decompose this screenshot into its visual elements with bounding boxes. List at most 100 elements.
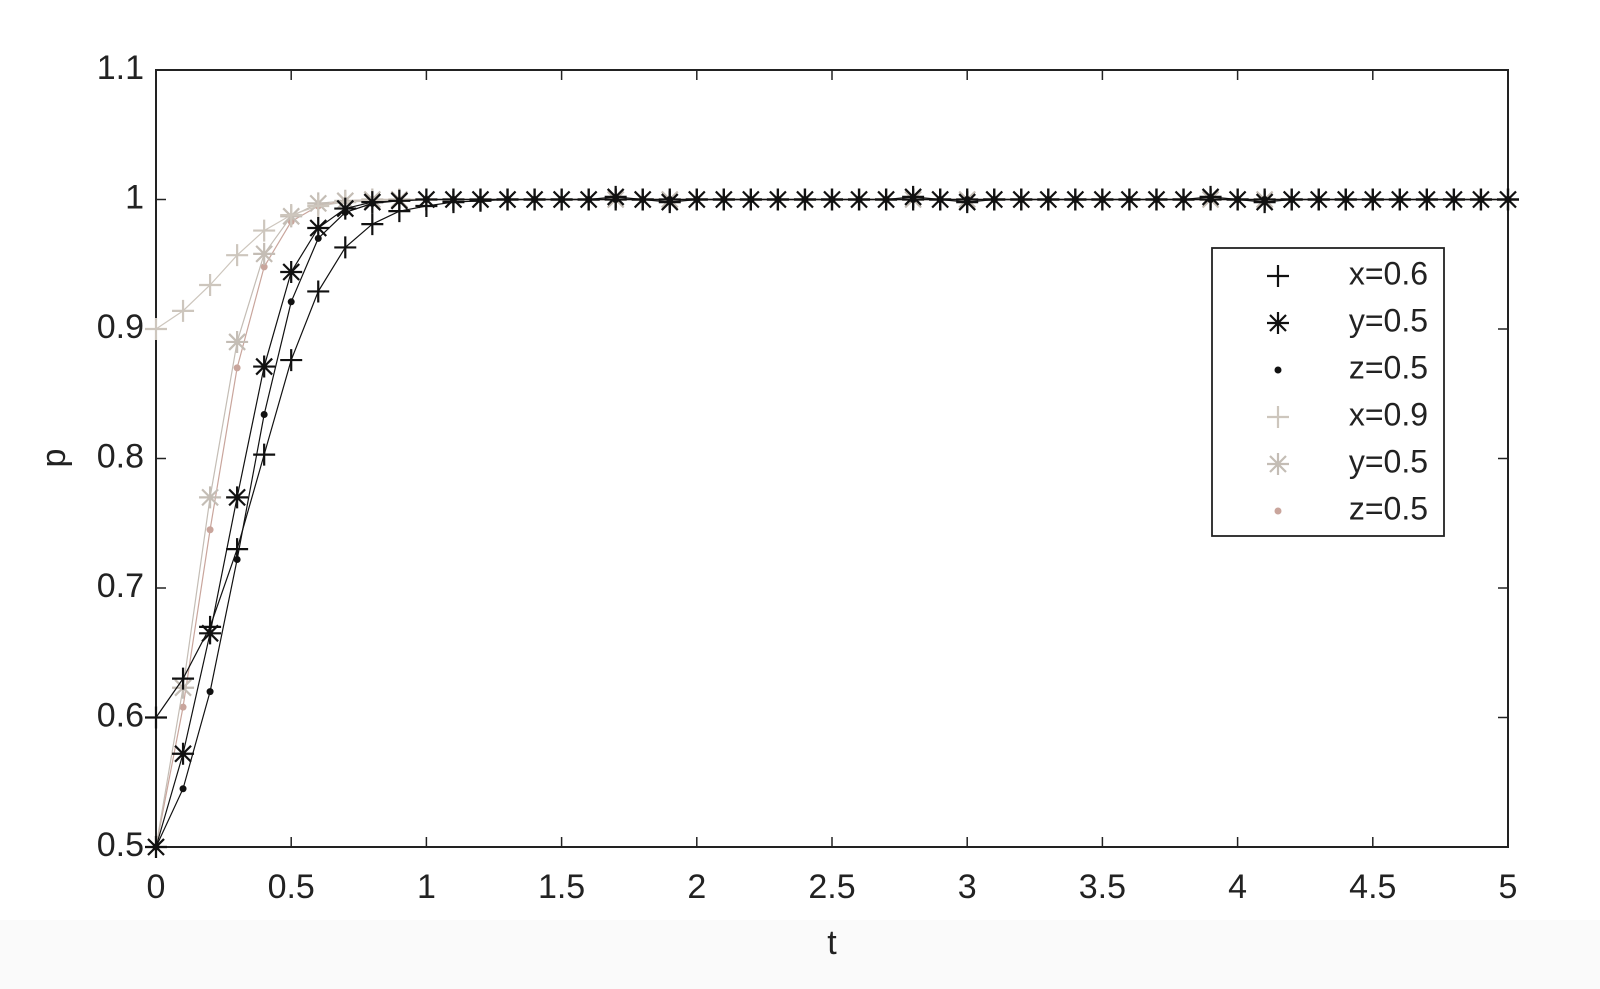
data-point: [983, 188, 1006, 211]
data-point: [199, 615, 222, 638]
data-point: [469, 189, 492, 212]
data-point: [260, 410, 268, 418]
data-point: [145, 836, 167, 858]
data-point: [1172, 188, 1195, 211]
x-axis-label: t: [827, 924, 837, 962]
legend-label: y=0.5: [1349, 302, 1428, 338]
data-point: [172, 742, 195, 765]
data-point: [658, 188, 681, 211]
data-point: [172, 299, 195, 322]
legend-label: x=0.9: [1349, 396, 1428, 432]
y-tick-label: 0.7: [97, 567, 144, 605]
data-point: [821, 188, 843, 211]
data-point: [523, 188, 546, 211]
data-point: [1442, 188, 1465, 211]
data-point: [604, 188, 627, 211]
data-point: [631, 188, 654, 211]
x-tick-label: 4: [1228, 868, 1247, 906]
data-point: [199, 486, 222, 509]
data-point: [1064, 188, 1087, 211]
data-point: [929, 188, 952, 211]
legend-marker: [1274, 366, 1282, 374]
data-point: [226, 244, 249, 267]
data-point: [199, 273, 222, 296]
x-tick-label: 0.5: [268, 868, 315, 906]
data-point: [361, 191, 384, 214]
x-tick-label: 2.5: [808, 868, 855, 906]
data-point: [1334, 188, 1357, 211]
data-point: [179, 785, 187, 793]
data-point: [253, 219, 276, 242]
data-point: [287, 298, 295, 306]
data-point: [712, 188, 735, 211]
data-point: [550, 188, 573, 211]
x-tick-label: 5: [1499, 868, 1518, 906]
data-point: [577, 188, 600, 211]
data-point: [280, 261, 303, 284]
data-point: [1253, 188, 1276, 211]
data-point: [793, 188, 816, 211]
data-point: [1118, 188, 1141, 211]
data-point: [415, 194, 438, 217]
data-point: [206, 526, 214, 534]
data-point: [307, 216, 330, 239]
data-point: [226, 486, 249, 509]
data-point: [145, 706, 167, 729]
data-point: [172, 667, 195, 690]
data-point: [388, 200, 411, 223]
legend-marker: [1267, 453, 1289, 475]
data-point: [226, 538, 249, 561]
data-point: [361, 213, 384, 236]
data-point: [956, 188, 979, 211]
data-point: [1037, 188, 1060, 211]
data-point: [1388, 188, 1411, 211]
legend-label: z=0.5: [1349, 490, 1428, 526]
data-point: [179, 703, 187, 711]
data-point: [1361, 188, 1384, 211]
data-point: [1145, 188, 1168, 211]
data-point: [1010, 188, 1033, 211]
x-tick-label: 3.5: [1079, 868, 1126, 906]
y-tick-label: 0.6: [97, 696, 144, 734]
x-tick-label: 0: [147, 868, 166, 906]
x-tick-label: 1: [417, 868, 436, 906]
y-tick-label: 1.1: [97, 49, 144, 87]
data-point: [226, 330, 249, 353]
legend-box: [1211, 247, 1445, 537]
legend-marker: [1267, 406, 1289, 428]
data-point: [1469, 188, 1492, 211]
data-point: [875, 188, 898, 211]
legend-marker: [1267, 312, 1289, 334]
legend-marker: [1267, 265, 1289, 287]
legend-label: x=0.6: [1349, 255, 1428, 291]
y-tick-label: 0.5: [97, 826, 144, 864]
x-tick-label: 1.5: [538, 868, 585, 906]
legend-marker: [1274, 507, 1282, 515]
data-point: [334, 197, 357, 220]
data-point: [280, 349, 303, 372]
y-tick-label: 1: [125, 178, 144, 216]
data-point: [1199, 188, 1222, 211]
data-point: [766, 188, 789, 211]
data-point: [685, 188, 708, 211]
data-point: [848, 188, 871, 211]
data-point: [1415, 188, 1438, 211]
data-point: [307, 280, 330, 303]
y-tick-label: 0.9: [97, 308, 144, 346]
data-point: [442, 191, 465, 214]
data-point: [233, 364, 241, 372]
data-point: [1091, 188, 1114, 211]
data-point: [307, 194, 330, 217]
data-point: [260, 263, 268, 271]
y-axis-label: p: [35, 449, 73, 468]
data-point: [1497, 188, 1519, 211]
data-point: [496, 188, 519, 211]
data-point: [334, 236, 357, 259]
data-point: [1280, 188, 1303, 211]
legend-label: y=0.5: [1349, 443, 1428, 479]
data-point: [280, 204, 303, 227]
data-point: [206, 688, 214, 696]
x-tick-label: 2: [687, 868, 706, 906]
data-point: [739, 188, 762, 211]
